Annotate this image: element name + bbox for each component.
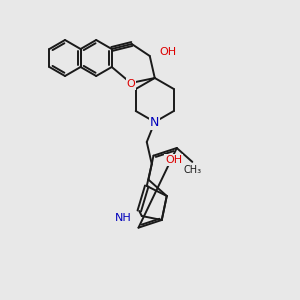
Text: OH: OH xyxy=(165,155,182,165)
Text: OH: OH xyxy=(159,47,176,57)
Text: NH: NH xyxy=(115,213,132,223)
Text: N: N xyxy=(150,116,160,128)
Text: O: O xyxy=(126,79,135,89)
Text: CH₃: CH₃ xyxy=(183,165,201,175)
